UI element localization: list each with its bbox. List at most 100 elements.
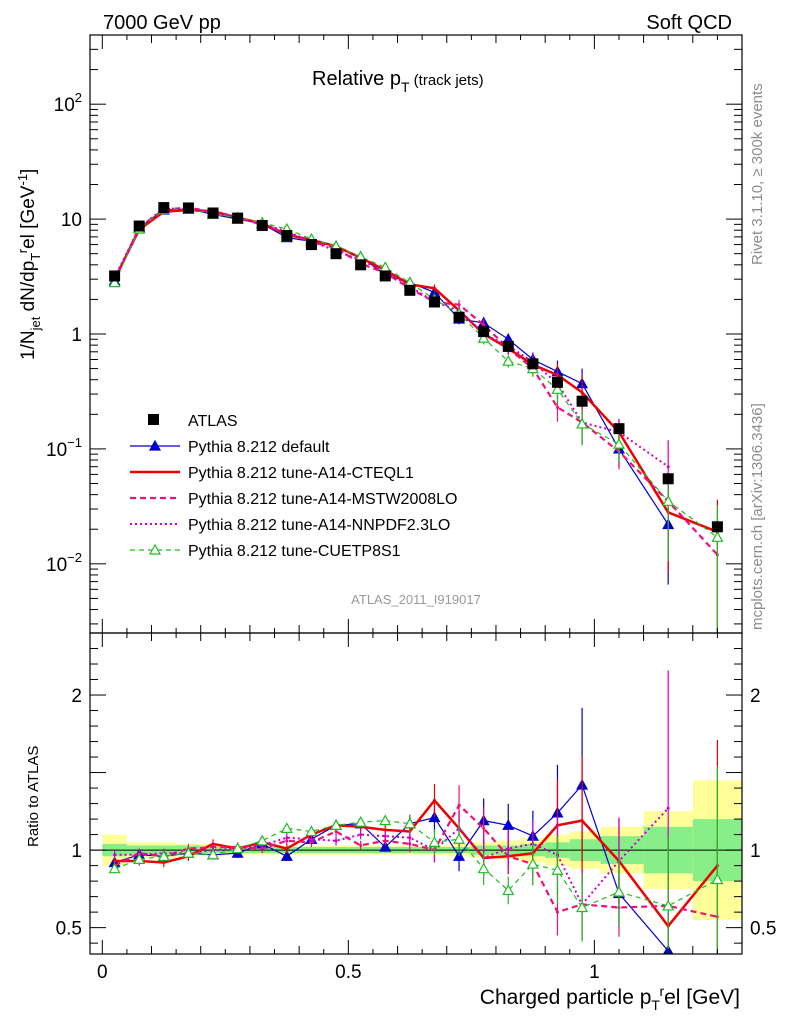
ratio-y-tick-label-right: 1 <box>750 841 761 862</box>
legend-label: Pythia 8.212 tune-A14-CTEQL1 <box>188 465 414 482</box>
main-series <box>108 202 724 633</box>
y-tick-label: 1 <box>71 325 82 346</box>
atlas-point <box>305 239 317 251</box>
series-2-dot <box>580 390 584 394</box>
plot-title-main: Relative p <box>312 68 401 90</box>
y-tick-exp: −1 <box>67 435 82 450</box>
series-5-marker <box>108 276 121 288</box>
x-tick-label: 0 <box>97 962 108 983</box>
legend-item: Pythia 8.212 tune-A14-NNPDF2.3LO <box>130 517 450 534</box>
ratio-series-3-dot <box>555 910 559 914</box>
ratio-y-tick-label: 2 <box>71 686 82 707</box>
ratio-series-4-dot <box>334 839 338 843</box>
series-5-marker <box>576 417 589 429</box>
series-5-marker <box>662 495 675 506</box>
y-tick-base: 10 <box>54 95 75 116</box>
ratio-series-3-dot <box>457 803 461 807</box>
atlas-point <box>404 284 416 296</box>
ratio-series-2-dot <box>580 819 584 823</box>
ratio-series-5-marker <box>576 901 589 913</box>
plot-title-suffix: (track jets) <box>410 72 484 89</box>
mcplots-label: mcplots.cern.ch [arXiv:1306.3436] <box>749 403 766 630</box>
plot-title-sub: T <box>401 79 410 95</box>
legend-label: Pythia 8.212 default <box>188 439 330 456</box>
ratio-series-5-marker <box>403 817 416 829</box>
y-tick-base: 10 <box>46 555 67 576</box>
y-tick-exp: −2 <box>67 550 82 565</box>
atlas-point <box>133 220 145 232</box>
ratio-series-5-marker <box>662 899 675 911</box>
ratio-y-tick-label: 0.5 <box>56 919 82 940</box>
ratio-series-4-dot <box>113 853 117 857</box>
series-3-dot <box>457 303 461 307</box>
ratio-y-tick-label-right: 0.5 <box>750 919 776 940</box>
ratio-series-5-marker <box>182 846 195 858</box>
ratio-series-1-marker <box>502 819 515 830</box>
main-ylabel: 1/Njet dN/dpTrel [GeV-1] <box>15 169 43 360</box>
ratio-series-1-marker <box>428 811 441 823</box>
y-tick-exp: 2 <box>75 90 82 105</box>
x-tick-label: 1 <box>589 962 600 983</box>
y-tick-label: 10−2 <box>46 550 82 576</box>
ratio-series-5-marker <box>305 825 318 837</box>
legend-label: ATLAS <box>188 413 238 430</box>
ratio-series-5-marker <box>280 822 293 833</box>
ratio-series-2-dot <box>285 847 289 851</box>
ratio-series-4-dot <box>309 837 313 841</box>
ratio-series-2-dot <box>383 828 387 832</box>
legend-item: Pythia 8.212 tune-A14-MSTW2008LO <box>130 491 457 508</box>
x-tick-label: 0.5 <box>335 962 361 983</box>
series-3-dot <box>555 405 559 409</box>
atlas-point <box>502 340 514 352</box>
series-4-line <box>113 207 669 468</box>
ratio-series-5-marker <box>502 884 515 896</box>
ratio-series-4-dot <box>359 833 363 837</box>
y-tick-base: 10 <box>46 440 67 461</box>
atlas-point <box>256 219 268 231</box>
atlas-point <box>576 395 588 407</box>
header-right: Soft QCD <box>646 12 732 34</box>
ratio-series-4-line <box>114 807 669 907</box>
series-2-dot <box>432 286 436 290</box>
atlas-point <box>330 248 342 260</box>
legend-label: Pythia 8.212 tune-CUETP8S1 <box>188 543 401 560</box>
ratio-series-1-marker <box>280 850 293 861</box>
ratio-series-4-dot <box>408 836 412 840</box>
ratio-series-4-dot <box>506 847 510 851</box>
atlas-point <box>281 229 293 241</box>
ratio-series-5-marker <box>256 834 269 846</box>
series-4-dot <box>666 465 670 469</box>
y-tick-label: 102 <box>54 90 82 116</box>
legend-item: ATLAS <box>148 413 238 430</box>
atlas-point <box>355 259 367 271</box>
ratio-series-5-marker <box>379 814 392 826</box>
legend-label: Pythia 8.212 tune-A14-NNPDF2.3LO <box>188 517 450 534</box>
y-tick-label: 10 <box>61 210 82 231</box>
ratio-series-5-marker <box>477 862 490 874</box>
ratio-series-5-marker <box>354 815 367 827</box>
y-tick-base: 1 <box>71 325 82 346</box>
series-3-dot <box>482 323 486 327</box>
atlas-point <box>428 296 440 308</box>
series-5-marker <box>551 383 564 394</box>
legend-swatch-atlas <box>148 414 159 425</box>
ratio-series-4-dot <box>666 806 670 810</box>
ratio-series-5-marker <box>711 873 724 885</box>
atlas-point <box>379 270 391 282</box>
ratio-series-5-marker <box>133 853 146 865</box>
atlas-point <box>158 202 170 214</box>
ratio-series-5-marker <box>612 885 626 897</box>
series-5-marker <box>379 261 392 272</box>
legend-swatch-marker <box>148 543 162 555</box>
atlas-point <box>662 473 674 485</box>
ratio-series-5-marker <box>526 857 539 869</box>
analysis-id: ATLAS_2011_I919017 <box>351 592 481 607</box>
series-5-marker <box>477 331 490 343</box>
ratio-series-5-marker <box>157 850 170 861</box>
ratio-series-5-marker <box>231 842 244 854</box>
atlas-point <box>613 423 625 435</box>
atlas-point <box>478 326 490 338</box>
ratio-series-3-dot <box>334 829 338 833</box>
ratio-series-4-dot <box>285 836 289 840</box>
